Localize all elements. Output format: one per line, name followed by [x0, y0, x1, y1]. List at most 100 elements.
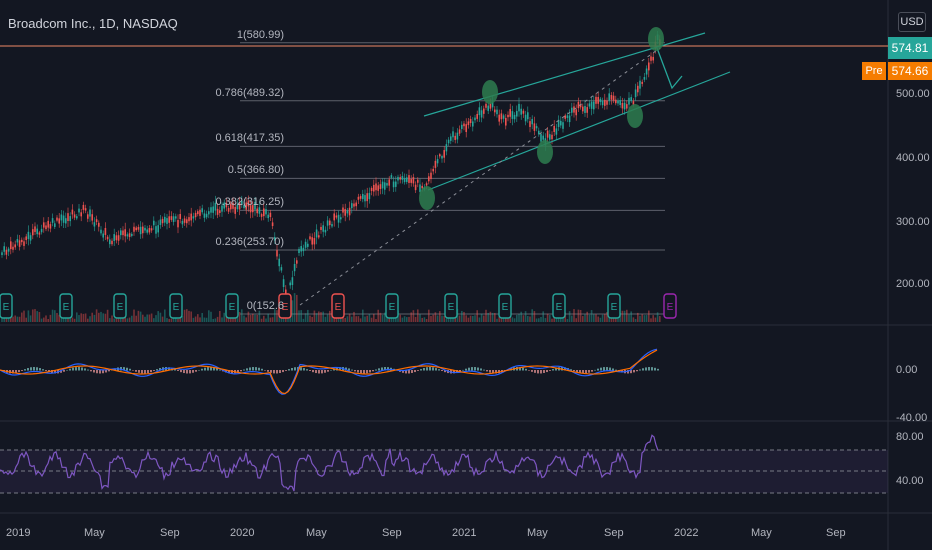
volume-bar: [128, 317, 131, 322]
macd-histogram-bar: [591, 370, 593, 372]
earnings-marker[interactable]: E: [113, 293, 127, 319]
macd-histogram-bar: [432, 367, 434, 371]
earnings-marker[interactable]: E: [331, 293, 345, 319]
time-axis-label: Sep: [604, 527, 624, 539]
volume-bar: [227, 317, 230, 322]
candle-body: [386, 183, 388, 186]
volume-bar: [399, 314, 401, 322]
volume-bar: [131, 315, 133, 322]
macd-histogram-bar: [192, 370, 194, 373]
macd-histogram-bar: [540, 370, 542, 374]
earnings-marker[interactable]: E: [59, 293, 73, 319]
candle-body: [487, 105, 489, 111]
fib-retracement[interactable]: [240, 42, 665, 315]
macd-histogram-bar: [309, 370, 311, 371]
volume-bar: [606, 312, 608, 322]
channel-upper-line[interactable]: [423, 32, 706, 117]
candle-body: [410, 179, 412, 183]
volume-bar: [465, 315, 467, 322]
volume-bar: [311, 316, 313, 322]
candle-body: [549, 134, 551, 140]
currency-button[interactable]: USD: [898, 12, 926, 32]
macd-histogram-bar: [177, 370, 179, 371]
candle-body: [45, 225, 47, 230]
last-price-tag: 574.81: [888, 37, 932, 59]
candle-body: [245, 202, 247, 210]
macd-histogram-bar: [333, 368, 335, 371]
earnings-marker[interactable]: E: [607, 293, 621, 319]
macd-histogram-bar: [609, 367, 611, 371]
volume-bar: [531, 309, 533, 322]
macd-histogram-bar: [60, 370, 62, 373]
volume-bar: [38, 312, 41, 322]
earnings-marker[interactable]: E: [385, 293, 399, 319]
volume-bar: [324, 316, 327, 322]
fib-level-label: 0.618(417.35): [215, 132, 285, 145]
volume-bar: [137, 310, 140, 322]
volume-bar: [516, 314, 518, 322]
volume-bar: [232, 317, 234, 322]
macd-histogram-bar: [273, 370, 275, 374]
earnings-marker[interactable]: E: [225, 293, 239, 319]
candle-body: [509, 109, 511, 117]
macd-histogram-bar: [402, 370, 404, 373]
candle-body: [329, 220, 331, 226]
touch-marker: [627, 104, 643, 128]
candle-body: [16, 239, 19, 243]
macd-histogram-bar: [135, 370, 137, 372]
candle-body: [406, 177, 408, 182]
macd-histogram-bar: [144, 370, 146, 374]
macd-histogram-bar: [195, 370, 197, 372]
macd-histogram-bar: [93, 370, 95, 373]
macd-histogram-bar: [240, 370, 242, 372]
candle-body: [628, 97, 630, 105]
volume-bar: [320, 312, 322, 322]
macd-histogram-bar: [42, 369, 44, 371]
candle-body: [298, 248, 300, 254]
earnings-marker[interactable]: E: [444, 293, 458, 319]
candle-body: [626, 104, 628, 109]
symbol-title[interactable]: Broadcom Inc., 1D, NASDAQ: [8, 16, 178, 31]
premarket-label: Pre: [862, 62, 886, 80]
candle-body: [34, 226, 36, 232]
earnings-marker-label: E: [335, 302, 342, 313]
candle-body: [593, 101, 595, 110]
volume-bar: [586, 311, 588, 322]
macd-histogram-bar: [564, 367, 566, 371]
volume-bar: [113, 318, 115, 322]
candle-body: [179, 214, 181, 220]
candle-body: [177, 220, 179, 228]
earnings-marker[interactable]: E: [169, 293, 183, 319]
earnings-marker[interactable]: E: [498, 293, 512, 319]
candle-body: [432, 168, 434, 172]
volume-bar: [276, 310, 278, 322]
price-axis-label: 300.00: [896, 216, 930, 228]
candle-body: [203, 213, 206, 218]
candle-body: [632, 101, 635, 105]
volume-bar: [487, 312, 489, 322]
candle-body: [384, 182, 386, 190]
candle-body: [289, 282, 291, 286]
candle-body: [586, 107, 588, 113]
macd-histogram-bar: [288, 369, 290, 371]
macd-histogram-bar: [570, 369, 572, 371]
candle-body: [159, 219, 162, 225]
channel-lower-line[interactable]: [427, 71, 731, 191]
candle-body: [216, 208, 219, 215]
volume-bar: [93, 314, 96, 322]
earnings-marker[interactable]: E: [0, 293, 13, 319]
candle-body: [153, 220, 155, 226]
candle-body: [32, 229, 34, 236]
candle-body: [564, 115, 566, 119]
candle-body: [223, 202, 225, 209]
candle-body: [267, 214, 269, 219]
earnings-marker[interactable]: E: [278, 293, 292, 319]
candle-body: [170, 216, 173, 220]
earnings-marker[interactable]: E: [552, 293, 566, 319]
candle-body: [95, 219, 98, 223]
candle-body: [326, 220, 329, 226]
candle-body: [531, 118, 533, 125]
volume-bar: [23, 310, 25, 322]
earnings-marker[interactable]: E: [663, 293, 677, 319]
